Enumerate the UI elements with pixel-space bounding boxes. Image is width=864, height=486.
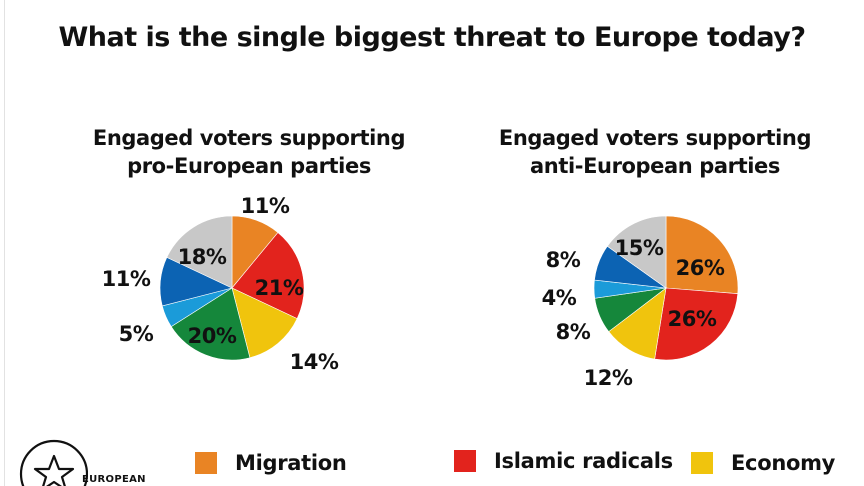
legend-item-economy: Economy	[691, 451, 835, 475]
legend-swatch-migration	[195, 452, 217, 474]
pie-1-slice-islamic-radicals	[231, 232, 305, 320]
logo-text: EUROPEAN	[82, 474, 146, 485]
pie-1-slice-grey	[166, 215, 233, 289]
legend-label-islamic-radicals: Islamic radicals	[494, 449, 673, 473]
page-edge-line	[4, 0, 5, 486]
pie-2-label-economy: 12%	[584, 366, 633, 390]
pie-1-label-blue: 11%	[102, 267, 151, 291]
pie-2-slice-migration	[665, 215, 739, 295]
pie-2-label-blue: 8%	[546, 248, 581, 272]
legend-label-migration: Migration	[235, 451, 347, 475]
pie-2-title-line-1: Engaged voters supporting	[498, 126, 812, 150]
logo-star-icon	[33, 454, 75, 486]
pie-2-label-light-blue: 4%	[542, 286, 577, 310]
pie-1-label-grey: 18%	[178, 245, 227, 269]
pie-2-title-line-2: anti-European parties	[530, 154, 780, 178]
pie-1-title: Engaged voters supporting pro-European p…	[69, 124, 429, 180]
pie-1-title-line-2: pro-European parties	[127, 154, 371, 178]
pie-2-slice-grey	[606, 215, 667, 289]
chart-title: What is the single biggest threat to Eur…	[58, 22, 806, 53]
legend-swatch-economy	[691, 452, 713, 474]
pie-2-label-grey: 15%	[615, 236, 664, 260]
logo-circle-icon	[19, 439, 88, 486]
legend-label-economy: Economy	[731, 451, 836, 475]
pie-1-label-islamic-radicals: 21%	[255, 276, 304, 300]
legend-item-islamic-radicals: Islamic radicals	[454, 449, 673, 473]
pie-1-label-economy: 14%	[290, 350, 339, 374]
pie-2-slice-islamic-radicals	[654, 287, 739, 361]
legend-item-migration: Migration	[195, 451, 347, 475]
pie-2-label-islamic-radicals: 26%	[668, 307, 717, 331]
pie-1-slice-green	[170, 287, 251, 361]
pie-2-label-migration: 26%	[676, 256, 725, 280]
legend-swatch-islamic-radicals	[454, 450, 476, 472]
pie-2-label-green: 8%	[556, 320, 591, 344]
pie-1-title-line-1: Engaged voters supporting	[92, 126, 406, 150]
pie-1-label-green: 20%	[188, 324, 237, 348]
pie-1-slice-economy	[231, 287, 298, 359]
european-logo	[19, 439, 88, 486]
pie-1-label-migration: 11%	[241, 194, 290, 218]
pie-2-title: Engaged voters supporting anti-European …	[475, 124, 835, 180]
pie-1-label-light-blue: 5%	[119, 322, 154, 346]
